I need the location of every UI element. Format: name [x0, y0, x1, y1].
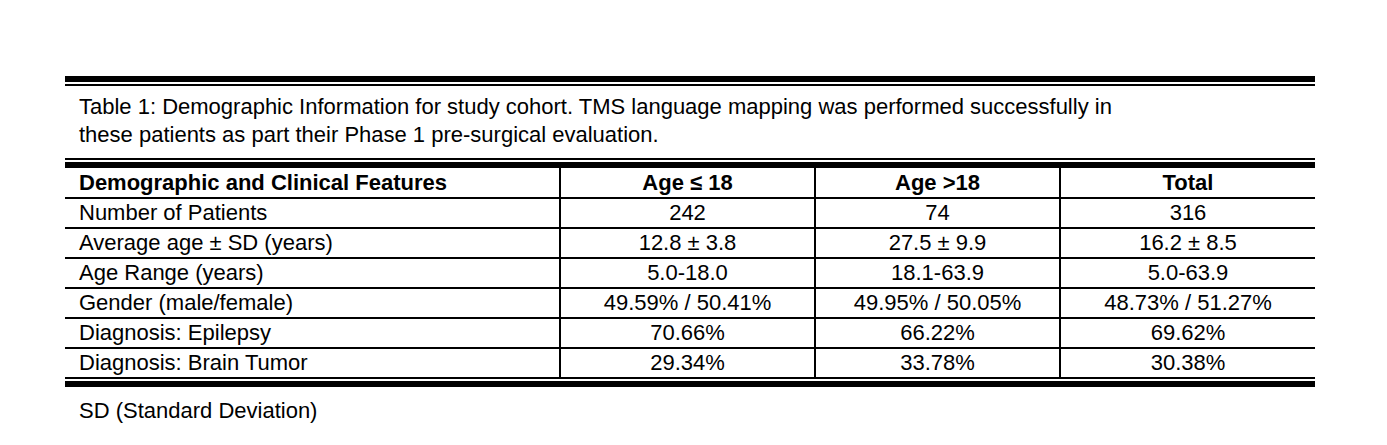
top-double-rule [65, 76, 1315, 86]
cell-value: 316 [1060, 198, 1315, 228]
demographics-table: Demographic and Clinical Features Age ≤ … [65, 168, 1315, 379]
row-label: Average age ± SD (years) [65, 228, 560, 258]
table-row: Diagnosis: Brain Tumor 29.34% 33.78% 30.… [65, 348, 1315, 378]
cell-value: 12.8 ± 3.8 [560, 228, 815, 258]
bottom-double-rule [65, 379, 1315, 387]
row-label: Age Range (years) [65, 258, 560, 288]
table-caption: Table 1: Demographic Information for stu… [65, 86, 1315, 158]
header-age-gt-18: Age >18 [815, 168, 1060, 198]
table-figure: Table 1: Demographic Information for stu… [65, 76, 1315, 424]
cell-value: 18.1-63.9 [815, 258, 1060, 288]
table-caption-line-2: these patients as part their Phase 1 pre… [79, 121, 1309, 149]
cell-value: 5.0-63.9 [1060, 258, 1315, 288]
cell-value: 30.38% [1060, 348, 1315, 378]
row-label: Number of Patients [65, 198, 560, 228]
cell-value: 49.95% / 50.05% [815, 288, 1060, 318]
header-age-le-18: Age ≤ 18 [560, 168, 815, 198]
table-footnote: SD (Standard Deviation) [65, 387, 1315, 424]
row-label: Diagnosis: Brain Tumor [65, 348, 560, 378]
header-total: Total [1060, 168, 1315, 198]
table-caption-line-1: Table 1: Demographic Information for stu… [79, 93, 1309, 121]
table-header-row: Demographic and Clinical Features Age ≤ … [65, 168, 1315, 198]
cell-value: 27.5 ± 9.9 [815, 228, 1060, 258]
table-row: Average age ± SD (years) 12.8 ± 3.8 27.5… [65, 228, 1315, 258]
cell-value: 66.22% [815, 318, 1060, 348]
cell-value: 69.62% [1060, 318, 1315, 348]
table-row: Diagnosis: Epilepsy 70.66% 66.22% 69.62% [65, 318, 1315, 348]
table-row: Number of Patients 242 74 316 [65, 198, 1315, 228]
header-features: Demographic and Clinical Features [65, 168, 560, 198]
cell-value: 70.66% [560, 318, 815, 348]
cell-value: 74 [815, 198, 1060, 228]
table-row: Age Range (years) 5.0-18.0 18.1-63.9 5.0… [65, 258, 1315, 288]
cell-value: 49.59% / 50.41% [560, 288, 815, 318]
row-label: Gender (male/female) [65, 288, 560, 318]
cell-value: 242 [560, 198, 815, 228]
cell-value: 33.78% [815, 348, 1060, 378]
cell-value: 48.73% / 51.27% [1060, 288, 1315, 318]
caption-separator-rule [65, 158, 1315, 168]
table-row: Gender (male/female) 49.59% / 50.41% 49.… [65, 288, 1315, 318]
cell-value: 29.34% [560, 348, 815, 378]
row-label: Diagnosis: Epilepsy [65, 318, 560, 348]
page: Table 1: Demographic Information for stu… [0, 0, 1387, 445]
cell-value: 16.2 ± 8.5 [1060, 228, 1315, 258]
cell-value: 5.0-18.0 [560, 258, 815, 288]
